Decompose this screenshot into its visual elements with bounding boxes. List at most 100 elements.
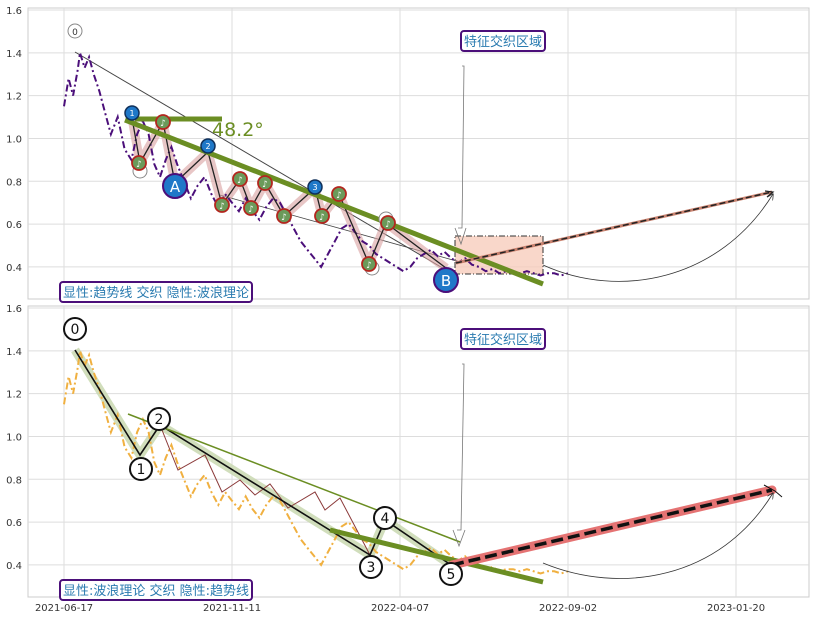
bottom-price-series — [63, 350, 569, 575]
music-marker — [243, 200, 259, 216]
x-tick-label: 2022-04-07 — [371, 603, 429, 614]
top-wave-label-2: 2 — [205, 142, 210, 151]
point-a-label: A — [170, 178, 181, 196]
top-y-ticks: 1.6 1.4 1.2 1.0 0.8 0.6 0.4 — [6, 6, 22, 274]
y-tick-label: 1.0 — [6, 134, 22, 145]
top-callout-arrow-body — [458, 65, 465, 229]
wave-number-circle — [147, 407, 171, 431]
top-callout-arrow-head — [454, 227, 467, 246]
top-wave-marker-1 — [124, 105, 140, 121]
music-marker — [232, 171, 248, 187]
music-marker — [361, 256, 377, 272]
music-marker — [276, 208, 292, 224]
music-marker-glyph: ♪ — [262, 180, 268, 190]
top-green-trendline — [124, 117, 544, 287]
music-marker — [331, 186, 347, 202]
music-marker — [155, 114, 171, 130]
bottom-panel: 1.6 1.4 1.2 1.0 0.8 0.6 0.4 2021-06-17 2021-11-… — [6, 304, 810, 614]
bottom-subwave-line — [159, 424, 371, 556]
bottom-legend-text: 显性:波浪理论 交织 隐性:趋势线 — [63, 583, 249, 599]
y-tick-label: 1.2 — [6, 92, 22, 103]
bottom-projection-arrowhead — [763, 484, 783, 498]
music-marker-glyph: ♪ — [366, 261, 372, 271]
bottom-curved-arrow — [542, 493, 773, 579]
top-grid — [28, 8, 809, 299]
y-tick-label: 1.4 — [6, 347, 22, 358]
top-wave-marker-2 — [200, 138, 216, 154]
top-wave-line — [131, 117, 447, 269]
y-tick-label: 1.2 — [6, 390, 22, 401]
top-legend-text: 显性:趋势线 交织 隐性:波浪理论 — [63, 285, 249, 301]
wave-number-label: 0 — [71, 322, 80, 338]
music-marker — [257, 175, 273, 191]
music-marker — [214, 197, 230, 213]
y-tick-label: 1.0 — [6, 432, 22, 443]
bottom-y-ticks: 1.6 1.4 1.2 1.0 0.8 0.6 0.4 — [6, 304, 22, 572]
y-tick-label: 0.6 — [6, 518, 22, 529]
bottom-region-label: 特征交织区域 — [464, 332, 542, 348]
top-point-zero-marker — [67, 23, 83, 39]
music-marker-glyph: ♪ — [160, 119, 166, 129]
bottom-wave-labels: 0 1 2 3 4 5 — [63, 317, 463, 586]
wave-number-circle — [373, 506, 397, 530]
wave-number-circle — [63, 317, 87, 341]
music-marker-glyph: ♪ — [385, 220, 391, 230]
point-b-label: B — [441, 272, 451, 290]
x-tick-label: 2021-11-11 — [203, 603, 261, 614]
top-curved-arrow — [542, 194, 773, 282]
wave-number-circle — [439, 562, 463, 586]
top-projection-glow — [455, 190, 773, 265]
music-marker-glyph: ♪ — [219, 202, 225, 212]
top-region-label: 特征交织区域 — [464, 34, 542, 50]
wave-number-label: 2 — [155, 412, 164, 428]
wave-number-label: 1 — [137, 462, 146, 478]
wave-number-label: 4 — [381, 511, 390, 527]
y-tick-label: 1.4 — [6, 49, 22, 60]
top-region-label-box — [460, 30, 546, 52]
music-marker — [380, 215, 396, 231]
bottom-projection-line — [451, 488, 773, 567]
bottom-region-label-box — [460, 328, 546, 350]
bottom-legend-box — [59, 579, 253, 601]
wave-number-circle — [129, 457, 153, 481]
y-tick-label: 0.8 — [6, 177, 22, 188]
top-wave-label-1: 1 — [129, 109, 134, 118]
point-a-marker — [162, 173, 188, 199]
top-legend-box — [59, 281, 253, 303]
music-marker — [314, 208, 330, 224]
y-tick-label: 0.6 — [6, 220, 22, 231]
top-music-markers: ♪ ♪ ♪ ♪ ♪ ♪ ♪ ♪ ♪ ♪ ♪ — [131, 114, 396, 272]
bottom-plot-frame — [27, 305, 810, 598]
top-panel: 1.6 1.4 1.2 1.0 0.8 0.6 0.4 48.2° 特征交织区域 0 — [6, 6, 810, 303]
bottom-callout-arrow-head — [452, 529, 466, 548]
top-point-zero-label: 0 — [72, 28, 78, 38]
music-marker-glyph: ♪ — [237, 176, 243, 186]
wave-number-circle — [359, 555, 383, 579]
wave-number-label: 3 — [367, 560, 376, 576]
music-marker-glyph: ♪ — [319, 213, 325, 223]
x-tick-label: 2021-06-17 — [35, 603, 93, 614]
music-marker — [131, 155, 147, 171]
bottom-x-ticks: 2021-06-17 2021-11-11 2022-04-07 2022-09-02… — [35, 603, 765, 614]
bottom-thin-trendline — [127, 413, 461, 543]
bottom-callout-arrow-body — [457, 363, 465, 531]
y-tick-label: 1.6 — [6, 6, 22, 17]
y-tick-label: 0.8 — [6, 475, 22, 486]
angle-label: 48.2° — [212, 119, 264, 141]
music-marker-glyph: ♪ — [136, 160, 142, 170]
point-b-marker — [433, 267, 459, 293]
y-tick-label: 0.4 — [6, 561, 22, 572]
x-tick-label: 2022-09-02 — [539, 603, 597, 614]
y-tick-label: 0.4 — [6, 263, 22, 274]
top-wave-marker-3 — [307, 179, 323, 195]
y-tick-label: 1.6 — [6, 304, 22, 315]
music-marker-glyph: ♪ — [281, 213, 287, 223]
music-marker-glyph: ♪ — [248, 205, 254, 215]
bottom-thick-trendline — [329, 527, 544, 585]
x-tick-label: 2023-01-20 — [707, 603, 765, 614]
bottom-grid — [28, 306, 809, 597]
wave-number-label: 5 — [447, 567, 456, 583]
bottom-wave-line — [74, 349, 452, 566]
